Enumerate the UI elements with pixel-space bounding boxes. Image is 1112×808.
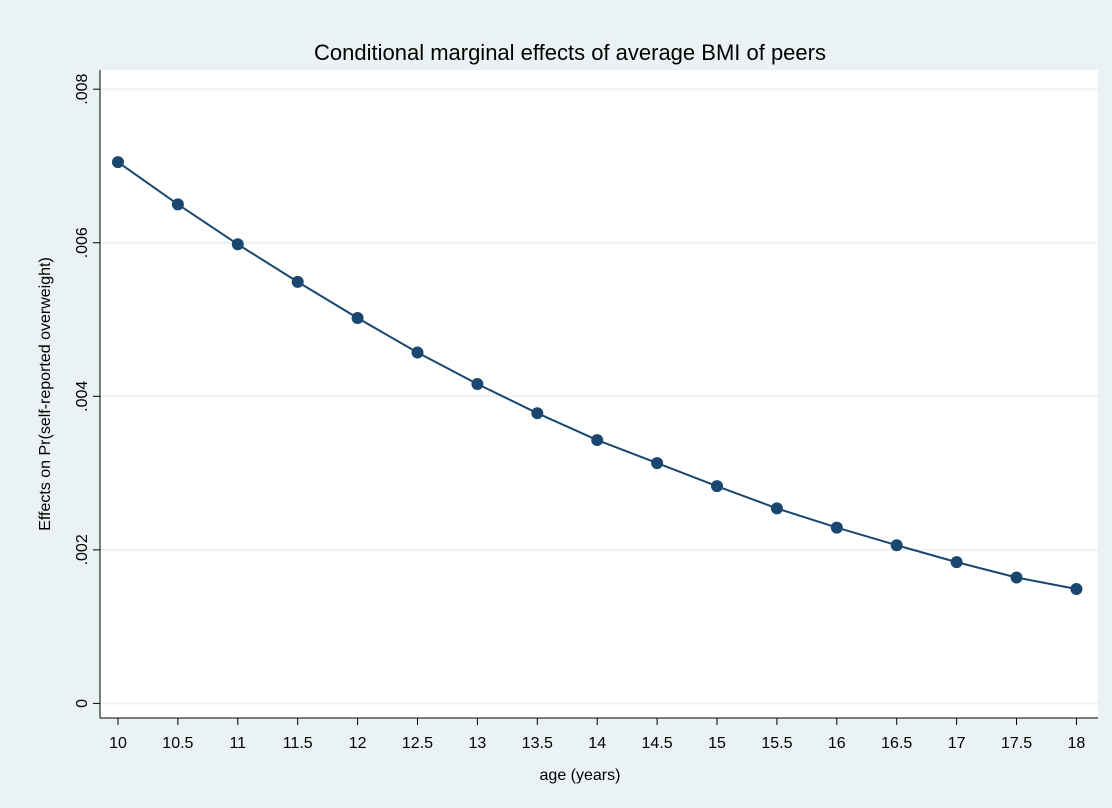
y-tick-label: 0 xyxy=(74,699,91,708)
x-tick-label: 16.5 xyxy=(881,735,912,752)
x-tick-label: 17.5 xyxy=(1001,735,1032,752)
plot-area xyxy=(100,70,1098,718)
x-tick-label: 10 xyxy=(109,735,127,752)
data-point xyxy=(651,457,664,470)
x-tick-label: 11.5 xyxy=(283,735,313,752)
data-point xyxy=(111,156,124,169)
data-point xyxy=(351,311,364,324)
y-tick-label: .004 xyxy=(74,381,91,412)
x-tick-label: 16 xyxy=(828,735,846,752)
x-tick-label: 18 xyxy=(1068,735,1086,752)
x-tick-label: 14 xyxy=(588,735,606,752)
x-tick-label: 11 xyxy=(229,735,246,752)
data-point xyxy=(1070,583,1083,596)
chart-title: Conditional marginal effects of average … xyxy=(314,40,826,65)
x-tick-label: 10.5 xyxy=(162,735,193,752)
data-point xyxy=(471,378,484,391)
data-point xyxy=(231,238,244,251)
data-point xyxy=(291,275,304,288)
data-point xyxy=(830,521,843,534)
x-tick-label: 13 xyxy=(468,735,486,752)
x-tick-label: 12 xyxy=(349,735,367,752)
data-point xyxy=(591,434,604,447)
data-point xyxy=(531,407,544,420)
data-point xyxy=(770,502,783,515)
x-tick-label: 14.5 xyxy=(642,735,673,752)
data-point xyxy=(411,346,424,359)
data-point xyxy=(711,480,724,493)
x-tick-label: 15 xyxy=(708,735,726,752)
x-tick-label: 17 xyxy=(948,735,966,752)
x-tick-label: 15.5 xyxy=(761,735,792,752)
x-tick-label: 13.5 xyxy=(522,735,553,752)
y-tick-label: .006 xyxy=(74,227,91,258)
data-point xyxy=(171,198,184,211)
y-tick-label: .002 xyxy=(74,534,91,565)
data-point xyxy=(1010,571,1023,584)
x-tick-label: 12.5 xyxy=(402,735,433,752)
x-axis-title: age (years) xyxy=(540,767,621,784)
y-tick-label: .008 xyxy=(74,74,91,105)
data-point xyxy=(890,539,903,552)
data-point xyxy=(950,556,963,569)
y-axis-title: Effects on Pr(self-reported overweight) xyxy=(37,257,54,531)
